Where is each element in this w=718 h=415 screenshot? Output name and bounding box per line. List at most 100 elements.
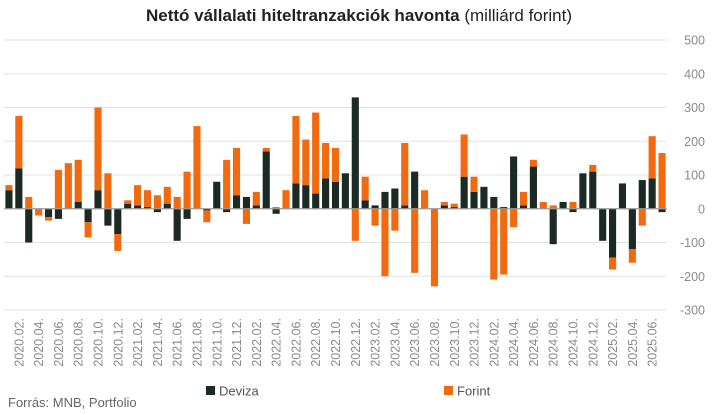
bar-deviza-2022.06. <box>292 183 300 209</box>
chart-title-bold: Nettó vállalati hiteltranzakciók havonta <box>145 6 460 25</box>
bar-deviza-2025.06. <box>648 178 656 209</box>
bar-deviza-2024.08. <box>549 208 557 245</box>
x-tick-label: 2020.02. <box>12 318 26 367</box>
x-tick-label: 2025.06. <box>646 318 660 367</box>
bar-forint-2023.05. <box>401 142 409 206</box>
y-tick-label: -200 <box>680 270 705 284</box>
bar-deviza-2024.02. <box>490 196 498 209</box>
bar-forint-2021.05. <box>163 186 171 204</box>
bar-deviza-2023.06. <box>411 171 419 209</box>
x-tick-label: 2025.02. <box>606 318 620 367</box>
bar-deviza-2021.10. <box>213 181 221 209</box>
x-tick-label: 2022.04. <box>270 318 284 367</box>
bar-deviza-2021.09. <box>203 208 211 211</box>
bar-deviza-2023.12. <box>470 191 478 209</box>
bar-deviza-2025.05. <box>638 180 646 209</box>
bar-forint-2022.12. <box>351 208 359 241</box>
x-tick-label: 2021.08. <box>190 318 204 367</box>
x-tick-label: 2021.04. <box>151 318 165 367</box>
bar-deviza-2020.12. <box>114 208 122 235</box>
bar-forint-2023.09. <box>440 202 448 206</box>
legend-label-forint: Forint <box>457 384 491 399</box>
bar-forint-2024.10. <box>569 202 577 209</box>
x-tick-label: 2020.08. <box>72 318 86 367</box>
bar-forint-2025.02. <box>609 257 617 270</box>
y-axis-ticks: -300 -200 -100 0 100 200 300 400 500 <box>680 34 705 318</box>
bar-forint-2024.04. <box>510 208 518 228</box>
bar-forint-2022.09. <box>322 142 330 179</box>
x-tick-label: 2023.12. <box>468 318 482 367</box>
bar-deviza-2020.02. <box>15 168 23 209</box>
chart-title-unit: (milliárd forint) <box>459 6 573 25</box>
y-tick-label: 200 <box>684 135 705 149</box>
bar-deviza-2024.12. <box>589 171 597 209</box>
bar-deviza-2021.01. <box>124 203 132 209</box>
x-tick-label: 2024.08. <box>547 318 561 367</box>
x-tick-label: 2022.02. <box>250 318 264 367</box>
bar-forint-2022.05. <box>282 190 290 209</box>
bar-forint-2020.09. <box>84 222 92 238</box>
bar-forint-2021.02. <box>134 185 142 206</box>
bar-deviza-2020.09. <box>84 208 92 223</box>
bar-forint-2023.11. <box>460 134 468 177</box>
bar-deviza-2021.03. <box>143 207 152 209</box>
x-tick-label: 2023.06. <box>408 318 422 367</box>
x-tick-label: 2025.04. <box>626 318 640 367</box>
x-tick-label: 2023.08. <box>428 318 442 367</box>
bar-forint-2023.06. <box>411 208 419 273</box>
bar-forint-2021.09. <box>203 210 211 223</box>
x-tick-label: 2024.02. <box>487 318 501 367</box>
bar-forint-2020.04. <box>35 208 43 216</box>
bar-deviza-2024.11. <box>579 173 587 209</box>
y-tick-label: -100 <box>680 236 705 250</box>
bar-deviza-2020.08. <box>74 202 82 209</box>
bar-deviza-2021.06. <box>173 208 181 241</box>
bar-deviza-2021.04. <box>153 208 161 213</box>
x-tick-label: 2021.10. <box>210 318 224 367</box>
bar-deviza-2025.04. <box>628 208 636 250</box>
bar-deviza-2022.09. <box>322 178 330 209</box>
bar-deviza-2022.11. <box>341 173 349 209</box>
bar-forint-2023.12. <box>470 176 478 192</box>
bar-forint-2021.11. <box>223 159 231 209</box>
bar-deviza-2023.05. <box>401 205 409 209</box>
bar-forint-2020.03. <box>25 196 33 209</box>
x-tick-label: 2024.06. <box>527 318 541 367</box>
bar-forint-2022.07. <box>302 139 310 186</box>
legend-label-deviza: Deviza <box>219 384 260 399</box>
x-tick-label: 2022.10. <box>329 318 343 367</box>
x-tick-label: 2024.12. <box>586 318 600 367</box>
bar-deviza-2023.04. <box>391 188 399 209</box>
chart-title: Nettó vállalati hiteltranzakciók havonta… <box>0 6 718 26</box>
bar-deviza-2025.03. <box>618 183 627 209</box>
bar-deviza-2020.05. <box>44 208 53 218</box>
bar-deviza-2022.02. <box>252 205 260 209</box>
y-tick-label: 100 <box>684 169 705 183</box>
bar-forint-2024.06. <box>529 159 537 167</box>
bar-forint-2025.04. <box>628 249 636 263</box>
bars <box>5 97 666 287</box>
bar-forint-2023.10. <box>450 203 458 208</box>
x-tick-label: 2023.04. <box>388 318 402 367</box>
x-axis-ticks: 2020.02. 2020.04. 2020.06. 2020.08. 2020.10.… <box>12 318 659 367</box>
bar-forint-2020.07. <box>64 163 72 209</box>
bar-forint-2022.01. <box>242 208 250 224</box>
bar-deviza-2022.04. <box>272 208 280 214</box>
x-tick-label: 2020.10. <box>92 318 106 367</box>
bar-forint-2024.03. <box>500 208 508 275</box>
bar-forint-2023.07. <box>421 190 429 209</box>
bar-forint-2024.02. <box>490 208 498 280</box>
bar-deviza-2024.09. <box>559 202 567 209</box>
bar-deviza-2025.01. <box>599 208 607 241</box>
x-tick-label: 2021.06. <box>171 318 185 367</box>
x-tick-label: 2022.06. <box>289 318 303 367</box>
bar-deviza-2025.02. <box>609 208 617 258</box>
bar-deviza-2023.09. <box>440 205 448 209</box>
bar-forint-2021.03. <box>143 190 152 208</box>
bar-deviza-2021.11. <box>223 208 231 213</box>
bar-forint-2020.06. <box>54 169 62 209</box>
bar-forint-2022.10. <box>331 148 340 182</box>
bar-forint-2025.07. <box>658 153 666 209</box>
bar-deviza-2022.01. <box>242 196 250 209</box>
legend-swatch-deviza <box>206 386 215 395</box>
